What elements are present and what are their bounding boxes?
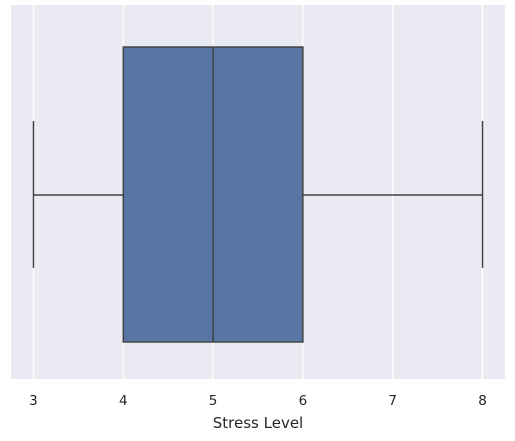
x-axis-label: Stress Level — [213, 414, 303, 432]
x-tick-label-8: 8 — [478, 393, 487, 409]
x-tick-labels: 3 4 5 6 7 8 — [29, 393, 487, 409]
x-tick-label-4: 4 — [119, 393, 128, 409]
x-tick-label-6: 6 — [299, 393, 308, 409]
x-tick-label-7: 7 — [388, 393, 397, 409]
box-group — [32, 46, 484, 343]
x-tick-label-3: 3 — [29, 393, 38, 409]
x-tick-label-5: 5 — [209, 393, 218, 409]
